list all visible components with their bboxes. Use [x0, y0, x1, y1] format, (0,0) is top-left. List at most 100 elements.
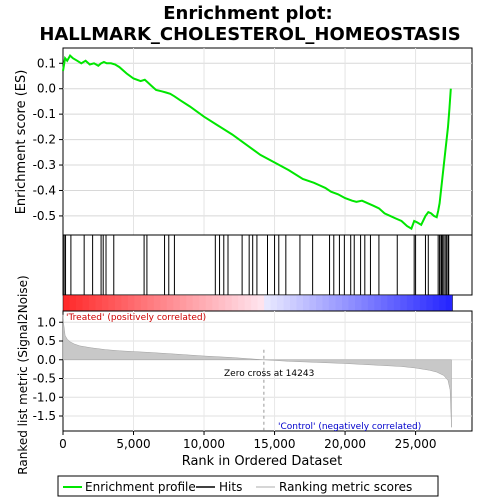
color-band-segment: [257, 295, 265, 311]
ranking-color-band: [62, 294, 453, 312]
color-band-segment: [199, 295, 207, 311]
es-y-tick-label: -0.2: [33, 133, 56, 147]
color-band-segment: [147, 295, 155, 311]
es-y-tick-label: -0.5: [33, 209, 56, 223]
es-y-tick-label: -0.4: [33, 183, 56, 197]
color-band-segment: [393, 295, 401, 311]
color-band-segment: [63, 295, 70, 311]
color-band-segment: [179, 295, 187, 311]
color-band-segment: [114, 295, 122, 311]
color-band-segment: [82, 295, 90, 311]
color-band-segment: [406, 295, 414, 311]
color-band-segment: [270, 295, 278, 311]
color-band-segment: [328, 295, 336, 311]
legend-hits-label: Hits: [219, 480, 242, 494]
color-band-segment: [277, 295, 285, 311]
color-band-segment: [367, 295, 375, 311]
x-tick-label: 15,000: [254, 437, 296, 451]
metric-y-tick-label: -1.5: [33, 409, 56, 423]
color-band-segment: [192, 295, 200, 311]
metric-panel-frame: [62, 310, 473, 432]
hits-panel: [62, 234, 473, 296]
zero-cross-label: Zero cross at 14243: [224, 369, 314, 379]
legend-metric-label: Ranking metric scores: [279, 480, 412, 494]
control-label: 'Control' (negatively correlated): [278, 422, 421, 432]
color-band-segment: [316, 295, 324, 311]
metric-y-tick-label: -1.0: [33, 390, 56, 404]
color-band-segment: [400, 295, 408, 311]
ranking-metric-area: [62, 314, 452, 428]
color-band-segment: [251, 295, 259, 311]
color-band-segment: [127, 295, 135, 311]
color-band-segment: [335, 295, 343, 311]
color-band-segment: [290, 295, 298, 311]
hit-lines: [63, 235, 450, 295]
color-band-segment: [69, 295, 77, 311]
x-tick-label: 20,000: [324, 437, 366, 451]
color-band-segment: [75, 295, 83, 311]
es-y-axis-label: Enrichment score (ES): [14, 70, 29, 215]
color-band-segment: [231, 295, 239, 311]
es-y-ticks: 0.1 0.0 -0.1 -0.2 -0.3 -0.4 -0.5: [33, 56, 63, 223]
color-band-segment: [439, 295, 447, 311]
color-band-segment: [387, 295, 395, 311]
metric-grid: [63, 311, 472, 431]
x-axis-label: Rank in Ordered Dataset: [182, 454, 343, 469]
color-band-segment: [283, 295, 291, 311]
legend-es-label: Enrichment profile: [85, 480, 196, 494]
color-band-segment: [348, 295, 356, 311]
color-band-segment: [419, 295, 427, 311]
x-tick-label: 25,000: [395, 437, 437, 451]
color-band-segment: [212, 295, 220, 311]
color-band-segment: [95, 295, 103, 311]
metric-x-ticks: 0 5,000 10,000 15,000 20,000 25,000: [59, 431, 437, 451]
color-band-segment: [160, 295, 168, 311]
color-band-segment: [218, 295, 226, 311]
color-band-segment: [186, 295, 194, 311]
es-y-tick-label: 0.0: [37, 82, 56, 96]
treated-label: 'Treated' (positively correlated): [66, 313, 206, 323]
color-band-segment: [166, 295, 174, 311]
es-grid: [63, 48, 472, 235]
color-band-segment: [309, 295, 317, 311]
metric-y-tick-label: 0.0: [37, 353, 56, 367]
metric-y-tick-label: 1.0: [37, 315, 56, 329]
x-tick-label: 5,000: [116, 437, 150, 451]
color-band-segment: [101, 295, 109, 311]
es-y-tick-label: -0.3: [33, 158, 56, 172]
color-band-segment: [445, 295, 453, 311]
color-band-segment: [134, 295, 142, 311]
color-band-segment: [303, 295, 311, 311]
color-band-segment: [153, 295, 161, 311]
color-band-segment: [296, 295, 304, 311]
es-y-tick-label: 0.1: [37, 56, 56, 70]
color-band-segment: [173, 295, 181, 311]
color-band-segment: [354, 295, 362, 311]
metric-y-tick-label: 0.5: [37, 334, 56, 348]
legend-frame: [57, 475, 439, 497]
color-band-segment: [264, 295, 272, 311]
color-band-segment: [380, 295, 388, 311]
color-band-segment: [108, 295, 116, 311]
metric-panel: 1.0 0.5 0.0 -0.5 -1.0 -1.5 0 5,000 10,000 15,000…: [16, 275, 473, 475]
color-band-segment: [140, 295, 148, 311]
x-tick-label: 0: [59, 437, 67, 451]
enrichment-profile-line: [62, 54, 452, 231]
metric-y-tick-label: -0.5: [33, 372, 56, 386]
color-band-segment: [432, 295, 440, 311]
metric-y-axis-label: Ranked list metric (Signal2Noise): [16, 275, 30, 474]
color-band-segment: [238, 295, 246, 311]
legend: Enrichment profile Hits Ranking metric s…: [57, 475, 439, 497]
color-band-segment: [121, 295, 129, 311]
metric-y-ticks: 1.0 0.5 0.0 -0.5 -1.0 -1.5: [33, 315, 63, 423]
chart-title-line2: HALLMARK_CHOLESTEROL_HOMEOSTASIS: [39, 24, 460, 45]
color-band-segment: [426, 295, 434, 311]
color-band-segment: [361, 295, 369, 311]
es-panel-frame: [62, 47, 473, 236]
es-panel: 0.1 0.0 -0.1 -0.2 -0.3 -0.4 -0.5 Enrichment sc…: [14, 47, 473, 236]
color-band-segment: [413, 295, 421, 311]
x-tick-label: 10,000: [183, 437, 225, 451]
color-band-segment: [341, 295, 349, 311]
color-band-segment: [374, 295, 382, 311]
